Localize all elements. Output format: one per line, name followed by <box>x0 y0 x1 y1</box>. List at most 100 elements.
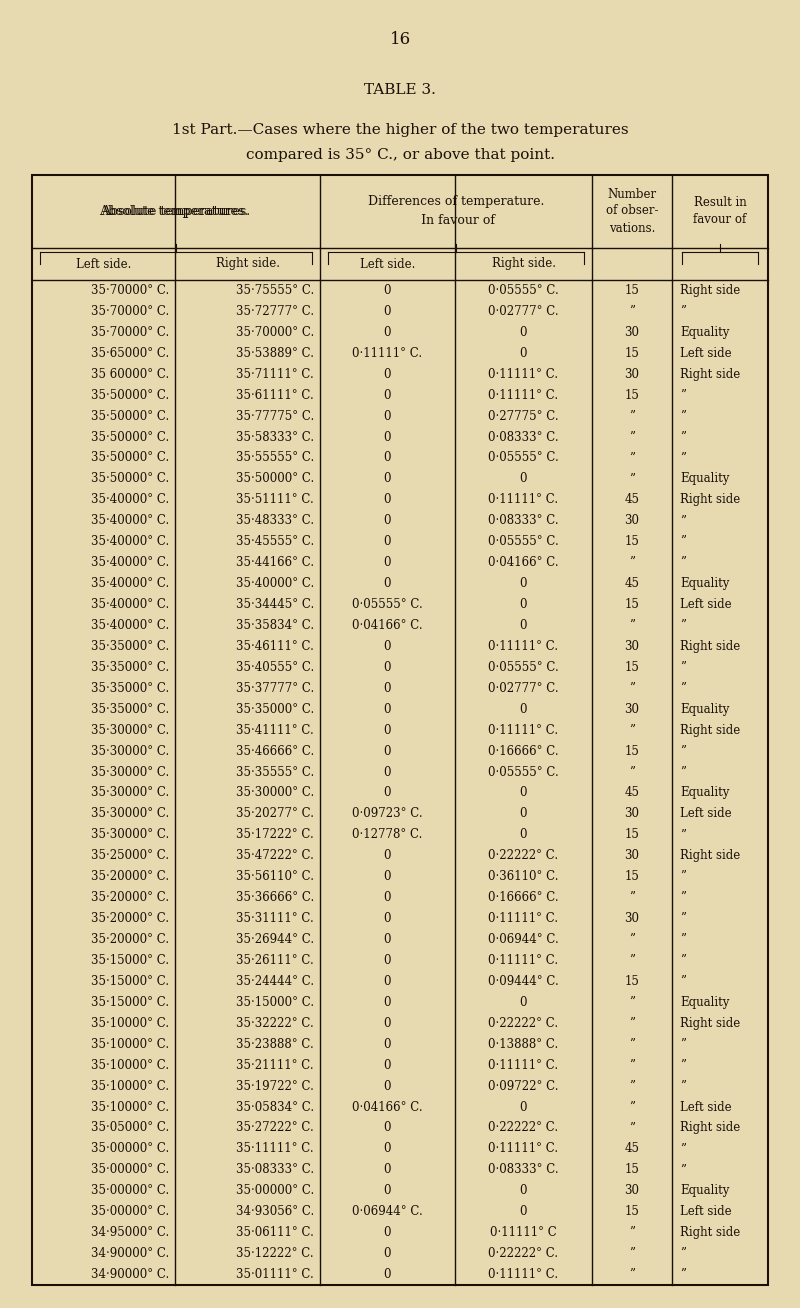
Text: 15: 15 <box>625 661 639 674</box>
Text: Equality: Equality <box>680 702 730 715</box>
Text: ”: ” <box>680 556 686 569</box>
Text: 0·06944° C.: 0·06944° C. <box>352 1205 423 1218</box>
Text: 35·61111° C.: 35·61111° C. <box>236 388 314 402</box>
Text: Right side: Right side <box>680 493 740 506</box>
Text: 0·06944° C.: 0·06944° C. <box>488 933 559 946</box>
Text: ”: ” <box>629 995 635 1008</box>
Text: ”: ” <box>629 556 635 569</box>
Text: 35·25000° C.: 35·25000° C. <box>91 849 169 862</box>
Text: 0: 0 <box>384 849 391 862</box>
Text: Right side: Right side <box>680 368 740 381</box>
Text: Result in
favour of: Result in favour of <box>694 196 746 226</box>
Text: 0: 0 <box>384 388 391 402</box>
Text: 35·17222° C.: 35·17222° C. <box>236 828 314 841</box>
Text: 35·23888° C.: 35·23888° C. <box>236 1037 314 1050</box>
Text: Equality: Equality <box>680 786 730 799</box>
Text: 0·36110° C.: 0·36110° C. <box>488 870 558 883</box>
Text: 34·95000° C.: 34·95000° C. <box>90 1226 169 1239</box>
Text: 0·05555° C.: 0·05555° C. <box>488 765 559 778</box>
Text: 35·53889° C.: 35·53889° C. <box>236 347 314 360</box>
Text: 35·35000° C.: 35·35000° C. <box>236 702 314 715</box>
Text: Right side: Right side <box>680 723 740 736</box>
Text: 35 60000° C.: 35 60000° C. <box>90 368 169 381</box>
Text: Right side: Right side <box>680 284 740 297</box>
Text: 35·40000° C.: 35·40000° C. <box>90 535 169 548</box>
Text: ”: ” <box>680 1247 686 1260</box>
Text: 15: 15 <box>625 1205 639 1218</box>
Text: 35·40000° C.: 35·40000° C. <box>90 493 169 506</box>
Text: 30: 30 <box>625 702 639 715</box>
Text: 0: 0 <box>384 954 391 967</box>
Text: ”: ” <box>629 1079 635 1092</box>
Text: ”: ” <box>680 430 686 443</box>
Text: Left side: Left side <box>680 807 732 820</box>
Text: 0·11111° C.: 0·11111° C. <box>489 954 558 967</box>
Text: 0: 0 <box>384 995 391 1008</box>
Text: 0·11111° C.: 0·11111° C. <box>489 1267 558 1281</box>
Text: 34·90000° C.: 34·90000° C. <box>90 1267 169 1281</box>
Text: 35·35555° C.: 35·35555° C. <box>236 765 314 778</box>
Text: 35·70000° C.: 35·70000° C. <box>90 284 169 297</box>
Text: 15: 15 <box>625 284 639 297</box>
Text: Left side: Left side <box>680 347 732 360</box>
Text: Differences of temperature.
 In favour of: Differences of temperature. In favour of <box>368 195 544 226</box>
Text: 35·00000° C.: 35·00000° C. <box>90 1163 169 1176</box>
Text: 35·40000° C.: 35·40000° C. <box>90 619 169 632</box>
Text: ”: ” <box>680 1079 686 1092</box>
Text: 35·00000° C.: 35·00000° C. <box>90 1142 169 1155</box>
Text: 35·31111° C.: 35·31111° C. <box>236 912 314 925</box>
Text: 35·70000° C.: 35·70000° C. <box>236 326 314 339</box>
Text: ”: ” <box>629 472 635 485</box>
Text: 0: 0 <box>384 430 391 443</box>
Text: 15: 15 <box>625 535 639 548</box>
Text: ”: ” <box>680 1058 686 1071</box>
Text: 0·11111° C.: 0·11111° C. <box>489 723 558 736</box>
Text: 35·21111° C.: 35·21111° C. <box>236 1058 314 1071</box>
Text: ”: ” <box>629 723 635 736</box>
Text: 35·75555° C.: 35·75555° C. <box>236 284 314 297</box>
Text: ”: ” <box>680 514 686 527</box>
Text: 0·05555° C.: 0·05555° C. <box>488 284 559 297</box>
Text: 35·20000° C.: 35·20000° C. <box>91 912 169 925</box>
Text: 35·19722° C.: 35·19722° C. <box>236 1079 314 1092</box>
Text: 0·22222° C.: 0·22222° C. <box>489 1247 558 1260</box>
Text: 0: 0 <box>520 995 527 1008</box>
Text: 0: 0 <box>384 891 391 904</box>
Text: 0·11111° C.: 0·11111° C. <box>489 493 558 506</box>
Text: 1st Part.—Cases where the higher of the two temperatures: 1st Part.—Cases where the higher of the … <box>172 123 628 137</box>
Text: 0·05555° C.: 0·05555° C. <box>488 661 559 674</box>
Text: 30: 30 <box>625 326 639 339</box>
Text: 35·15000° C.: 35·15000° C. <box>91 974 169 988</box>
Text: 30: 30 <box>625 1184 639 1197</box>
Text: ”: ” <box>680 661 686 674</box>
Text: 35·15000° C.: 35·15000° C. <box>91 954 169 967</box>
Text: 35·35834° C.: 35·35834° C. <box>236 619 314 632</box>
Text: 0: 0 <box>384 326 391 339</box>
Text: ”: ” <box>680 974 686 988</box>
Text: 15: 15 <box>625 744 639 757</box>
Text: ”: ” <box>629 451 635 464</box>
Text: 0: 0 <box>384 514 391 527</box>
Text: 35·70000° C.: 35·70000° C. <box>90 305 169 318</box>
Text: 0·11111° C.: 0·11111° C. <box>489 640 558 653</box>
Text: 0·02777° C.: 0·02777° C. <box>488 305 559 318</box>
Text: 45: 45 <box>625 577 639 590</box>
Text: 35·41111° C.: 35·41111° C. <box>236 723 314 736</box>
Text: 35·50000° C.: 35·50000° C. <box>90 451 169 464</box>
Text: 35·44166° C.: 35·44166° C. <box>236 556 314 569</box>
Text: 0·04166° C.: 0·04166° C. <box>352 1100 423 1113</box>
Text: Equality: Equality <box>680 995 730 1008</box>
Text: 30: 30 <box>625 849 639 862</box>
Text: ”: ” <box>680 1142 686 1155</box>
Text: 0: 0 <box>384 556 391 569</box>
Text: 35·10000° C.: 35·10000° C. <box>91 1016 169 1029</box>
Text: 0: 0 <box>520 347 527 360</box>
Text: 35·26111° C.: 35·26111° C. <box>236 954 314 967</box>
Text: 35·35000° C.: 35·35000° C. <box>90 661 169 674</box>
Text: ”: ” <box>629 1100 635 1113</box>
Text: 0: 0 <box>384 640 391 653</box>
Text: 35·30000° C.: 35·30000° C. <box>90 786 169 799</box>
Text: 0: 0 <box>520 472 527 485</box>
Text: 35·34445° C.: 35·34445° C. <box>236 598 314 611</box>
Text: 35·15000° C.: 35·15000° C. <box>236 995 314 1008</box>
